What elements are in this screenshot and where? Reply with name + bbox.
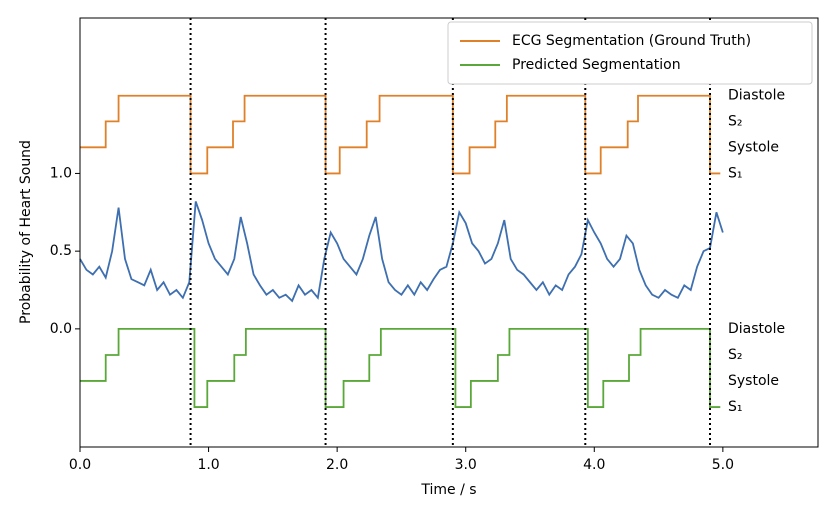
legend-box xyxy=(447,21,813,85)
state-label: Diastole xyxy=(728,88,785,104)
state-label: S₁ xyxy=(728,399,743,415)
x-tick-label: 3.0 xyxy=(455,457,477,473)
y-tick-label: 1.0 xyxy=(50,165,72,181)
state-label: S₂ xyxy=(728,113,743,129)
state-label: Systole xyxy=(728,139,779,155)
state-label: S₁ xyxy=(728,165,743,181)
state-label: Systole xyxy=(728,373,779,389)
x-tick-label: 5.0 xyxy=(712,457,734,473)
legend-label: Predicted Segmentation xyxy=(512,57,681,73)
x-tick-label: 0.0 xyxy=(69,457,91,473)
x-tick-label: 4.0 xyxy=(583,457,605,473)
plot-frame xyxy=(79,17,819,448)
y-axis-label: Probability of Heart Sound xyxy=(18,140,34,324)
x-tick-label: 1.0 xyxy=(197,457,219,473)
state-label: S₂ xyxy=(728,347,743,363)
data-line xyxy=(80,327,721,408)
y-tick-label: 0.0 xyxy=(50,321,72,337)
data-line xyxy=(79,201,724,303)
legend-label: ECG Segmentation (Ground Truth) xyxy=(512,33,751,49)
data-line xyxy=(80,94,721,175)
y-tick-label: 0.5 xyxy=(50,243,72,259)
x-axis-label: Time / s xyxy=(420,482,476,498)
x-tick-label: 2.0 xyxy=(326,457,348,473)
state-label: Diastole xyxy=(728,321,785,337)
